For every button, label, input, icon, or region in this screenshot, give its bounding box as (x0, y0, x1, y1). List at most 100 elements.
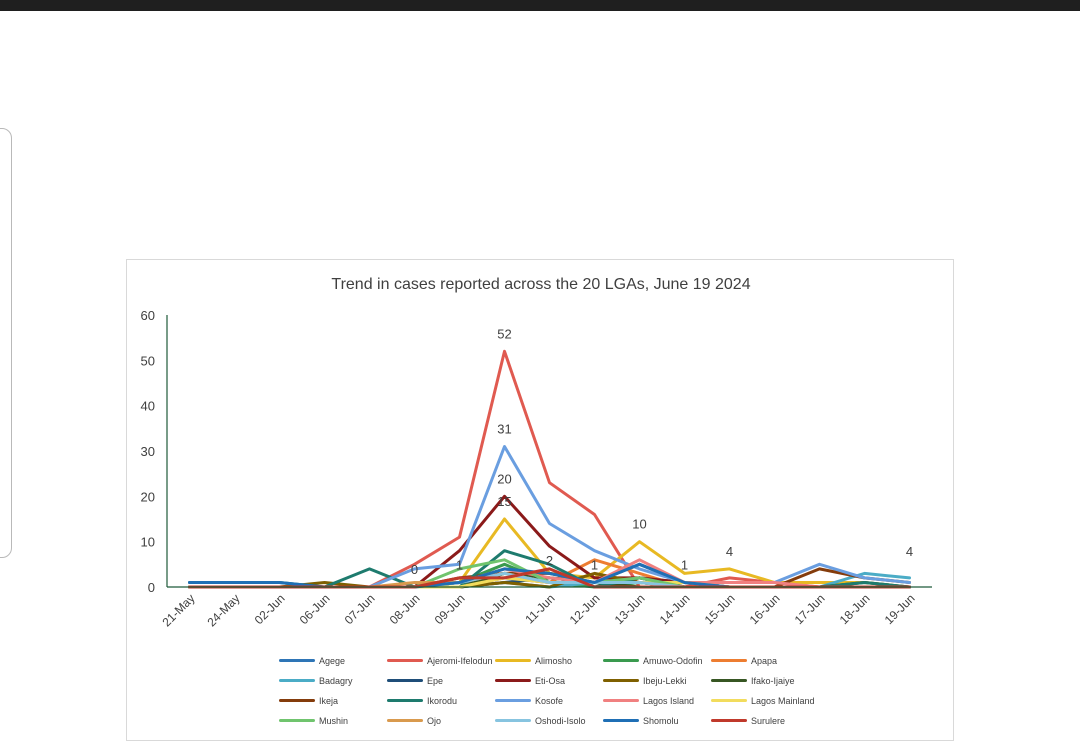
legend-label: Ojo (427, 715, 442, 726)
top-status-bar (0, 0, 1080, 11)
legend-swatch (387, 719, 423, 722)
x-tick-label: 10-Jun (477, 591, 513, 627)
legend-label: Epe (427, 675, 444, 686)
side-drawer-handle[interactable] (0, 128, 12, 558)
legend-swatch (279, 719, 315, 722)
legend-swatch (603, 679, 639, 682)
legend-swatch (495, 659, 531, 662)
legend-item-ajeromi-ifelodun: Ajeromi-Ifelodun (387, 655, 495, 666)
legend-label: Oshodi-Isolo (535, 715, 586, 726)
y-tick-label: 0 (148, 580, 155, 595)
data-label: 1 (456, 557, 463, 572)
legend-label: Ikorodu (427, 695, 458, 706)
legend-item-ojo: Ojo (387, 715, 495, 726)
legend-swatch (387, 679, 423, 682)
x-axis-ticks: 21-May 24-May 02-Jun 06-Jun 07-Jun 08-Jun 09-J… (159, 591, 917, 629)
legend-label: Ikeja (319, 695, 339, 706)
legend-label: Ifako-Ijaiye (751, 675, 795, 686)
data-label: 1 (591, 557, 598, 572)
x-tick-label: 16-Jun (747, 591, 783, 627)
legend-swatch (495, 679, 531, 682)
data-labels: 52 31 20 15 0 1 2 1 10 1 4 4 (411, 326, 913, 577)
chart-legend: Agege Ajeromi-Ifelodun Alimosho Amuwo-Odofi… (279, 655, 819, 726)
legend-swatch (711, 699, 747, 702)
legend-swatch (387, 659, 423, 662)
legend-swatch (711, 659, 747, 662)
legend-swatch (603, 719, 639, 722)
legend-item-eti-osa: Eti-Osa (495, 675, 603, 686)
legend-label: Ajeromi-Ifelodun (427, 655, 493, 666)
series-line-ajeromi-ifelodun (188, 349, 911, 589)
legend-swatch (279, 679, 315, 682)
legend-item-lagos-mainland: Lagos Mainland (711, 695, 819, 706)
data-label: 2 (546, 553, 553, 568)
legend-swatch (279, 699, 315, 702)
legend-item-surulere: Surulere (711, 715, 819, 726)
legend-label: Surulere (751, 715, 786, 726)
legend-item-mushin: Mushin (279, 715, 387, 726)
data-label: 15 (497, 494, 511, 509)
legend-item-agege: Agege (279, 655, 387, 666)
legend-item-shomolu: Shomolu (603, 715, 711, 726)
legend-label: Ibeju-Lekki (643, 675, 687, 686)
chart-title: Trend in cases reported across the 20 LG… (331, 276, 750, 293)
legend-swatch (495, 699, 531, 702)
legend-item-kosofe: Kosofe (495, 695, 603, 706)
x-tick-label: 19-Jun (882, 591, 918, 627)
legend-item-apapa: Apapa (711, 655, 819, 666)
data-label: 10 (632, 517, 646, 532)
legend-swatch (387, 699, 423, 702)
y-tick-label: 10 (141, 535, 155, 550)
axes (166, 315, 932, 588)
data-label: 1 (681, 557, 688, 572)
x-tick-label: 08-Jun (387, 591, 423, 627)
legend-swatch (711, 719, 747, 722)
x-tick-label: 09-Jun (432, 591, 468, 627)
x-tick-label: 21-May (159, 591, 197, 629)
series-lines (188, 349, 911, 589)
chart-container: Trend in cases reported across the 20 LG… (126, 259, 954, 741)
y-axis-ticks: 0 10 20 30 40 50 60 (141, 308, 155, 595)
legend-label: Badagry (319, 675, 353, 686)
legend-label: Shomolu (643, 715, 679, 726)
y-tick-label: 50 (141, 353, 155, 368)
legend-label: Apapa (751, 655, 778, 666)
data-label: 4 (726, 544, 733, 559)
x-tick-label: 06-Jun (297, 591, 333, 627)
legend-item-ibeju-lekki: Ibeju-Lekki (603, 675, 711, 686)
legend-swatch (603, 699, 639, 702)
data-label: 4 (906, 544, 913, 559)
legend-label: Kosofe (535, 695, 564, 706)
legend-swatch (603, 659, 639, 662)
legend-swatch (711, 679, 747, 682)
legend-item-epe: Epe (387, 675, 495, 686)
data-label: 0 (411, 562, 418, 577)
legend-label: Amuwo-Odofin (643, 655, 703, 666)
legend-item-alimosho: Alimosho (495, 655, 603, 666)
legend-label: Alimosho (535, 655, 573, 666)
legend-item-lagos-island: Lagos Island (603, 695, 711, 706)
y-tick-label: 30 (141, 444, 155, 459)
x-tick-label: 17-Jun (792, 591, 828, 627)
legend-swatch (495, 719, 531, 722)
legend-swatch (279, 659, 315, 662)
legend-label: Lagos Mainland (751, 695, 815, 706)
line-chart: Trend in cases reported across the 20 LG… (141, 276, 932, 629)
x-tick-label: 13-Jun (612, 591, 648, 627)
y-tick-label: 40 (141, 399, 155, 414)
data-label: 20 (497, 471, 511, 486)
x-tick-label: 12-Jun (567, 591, 603, 627)
legend-label: Eti-Osa (535, 675, 566, 686)
x-tick-label: 24-May (204, 591, 242, 629)
y-tick-label: 20 (141, 489, 155, 504)
legend-label: Agege (319, 655, 346, 666)
x-tick-label: 02-Jun (252, 591, 288, 627)
y-tick-label: 60 (141, 308, 155, 323)
data-label: 52 (497, 326, 511, 341)
legend-item-amuwo-odofin: Amuwo-Odofin (603, 655, 711, 666)
x-tick-label: 11-Jun (522, 591, 557, 626)
legend-item-ikeja: Ikeja (279, 695, 387, 706)
legend-label: Lagos Island (643, 695, 695, 706)
legend-item-oshodi-isolo: Oshodi-Isolo (495, 715, 603, 726)
legend-item-ifako-ijaiye: Ifako-Ijaiye (711, 675, 819, 686)
